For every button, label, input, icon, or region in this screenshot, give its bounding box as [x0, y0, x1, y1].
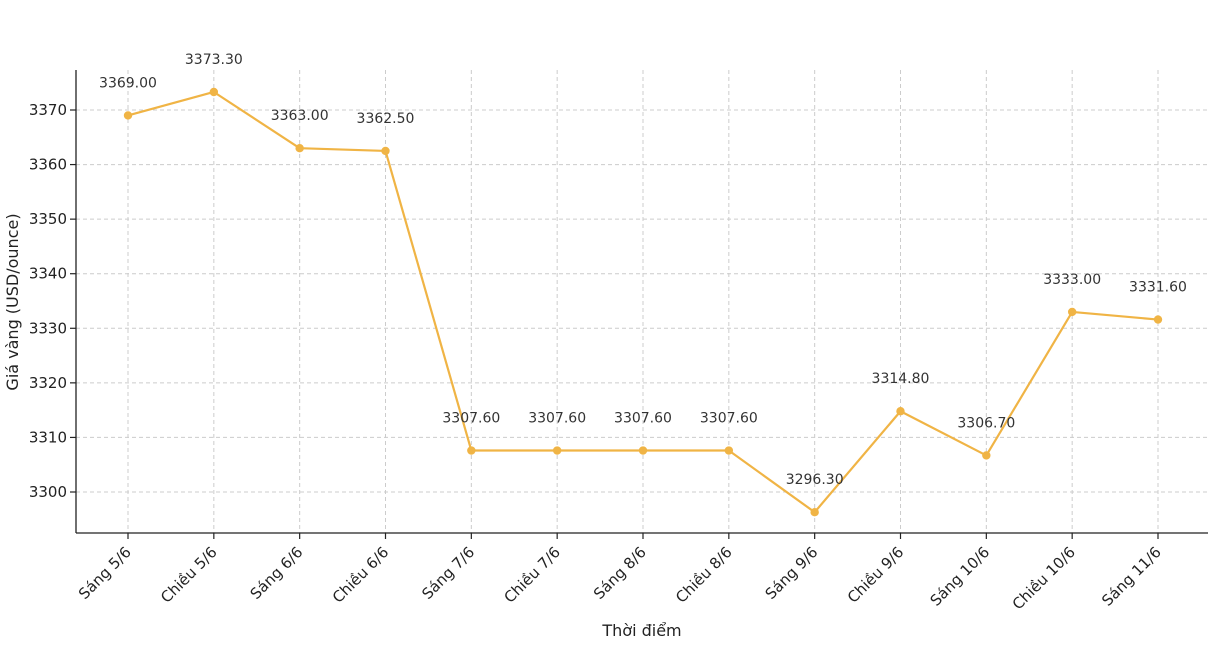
x-tick-label: Chiều 7/6 [500, 543, 563, 606]
data-point [123, 111, 133, 120]
axes [75, 70, 1208, 534]
data-label: 3333.00 [1043, 272, 1101, 288]
x-tick-label: Chiều 8/6 [672, 543, 735, 606]
data-point [896, 407, 905, 416]
y-tick-label: 3300 [29, 483, 67, 501]
x-tick-label: Sáng 7/6 [418, 543, 478, 603]
data-label: 3373.30 [185, 52, 243, 68]
data-label: 3369.00 [99, 75, 157, 91]
data-label: 3331.60 [1129, 280, 1187, 296]
x-tick-label: Chiều 9/6 [844, 543, 907, 606]
x-tick-label: Chiều 6/6 [329, 543, 392, 606]
y-tick-label: 3360 [29, 156, 67, 174]
data-label: 3314.80 [872, 371, 930, 387]
data-point [810, 507, 819, 517]
x-tick-label: Sáng 11/6 [1098, 543, 1165, 610]
data-point [1153, 315, 1163, 324]
data-labels: 3369.00 3373.30 3363.00 3362.50 3307.60 3307.… [99, 52, 1187, 488]
data-point [552, 446, 562, 455]
y-tick-label: 3320 [29, 374, 67, 392]
y-axis-title: Giá vàng (USD/ounce) [3, 213, 22, 390]
x-tick-label: Sáng 6/6 [247, 543, 307, 603]
y-tick-label: 3340 [29, 265, 67, 283]
data-point [295, 144, 304, 153]
grid-lines [76, 70, 1208, 533]
data-point [381, 146, 390, 156]
data-label: 3307.60 [442, 411, 500, 427]
data-point [209, 87, 219, 97]
data-label: 3307.60 [528, 411, 586, 427]
data-label: 3307.60 [700, 411, 758, 427]
x-axis-title: Thời điểm [601, 621, 681, 640]
y-ticks: 3300 3310 3320 3330 3340 3350 3360 3370 [29, 101, 76, 501]
y-tick-label: 3310 [29, 428, 67, 446]
data-point [1067, 307, 1077, 317]
data-points [123, 87, 1163, 517]
x-tick-label: Sáng 9/6 [762, 543, 822, 603]
data-point [638, 446, 648, 455]
data-label: 3362.50 [357, 111, 415, 127]
x-tick-label: Sáng 5/6 [75, 543, 135, 603]
data-label: 3296.30 [786, 472, 844, 488]
x-tick-label: Chiều 5/6 [157, 543, 220, 606]
y-tick-label: 3350 [29, 210, 67, 228]
data-point [467, 446, 476, 455]
x-tick-label: Sáng 8/6 [590, 543, 650, 603]
data-label: 3306.70 [957, 415, 1015, 431]
data-label: 3307.60 [614, 411, 672, 427]
y-tick-label: 3330 [29, 319, 67, 337]
x-ticks: Sáng 5/6 Chiều 5/6 Sáng 6/6 Chiều 6/6 Sáng 7… [75, 533, 1165, 613]
x-tick-label: Sáng 10/6 [927, 543, 994, 610]
data-point [982, 451, 991, 460]
data-point [724, 446, 734, 455]
x-tick-label: Chiều 10/6 [1009, 543, 1079, 613]
data-label: 3363.00 [271, 108, 329, 124]
y-tick-label: 3370 [29, 101, 67, 119]
